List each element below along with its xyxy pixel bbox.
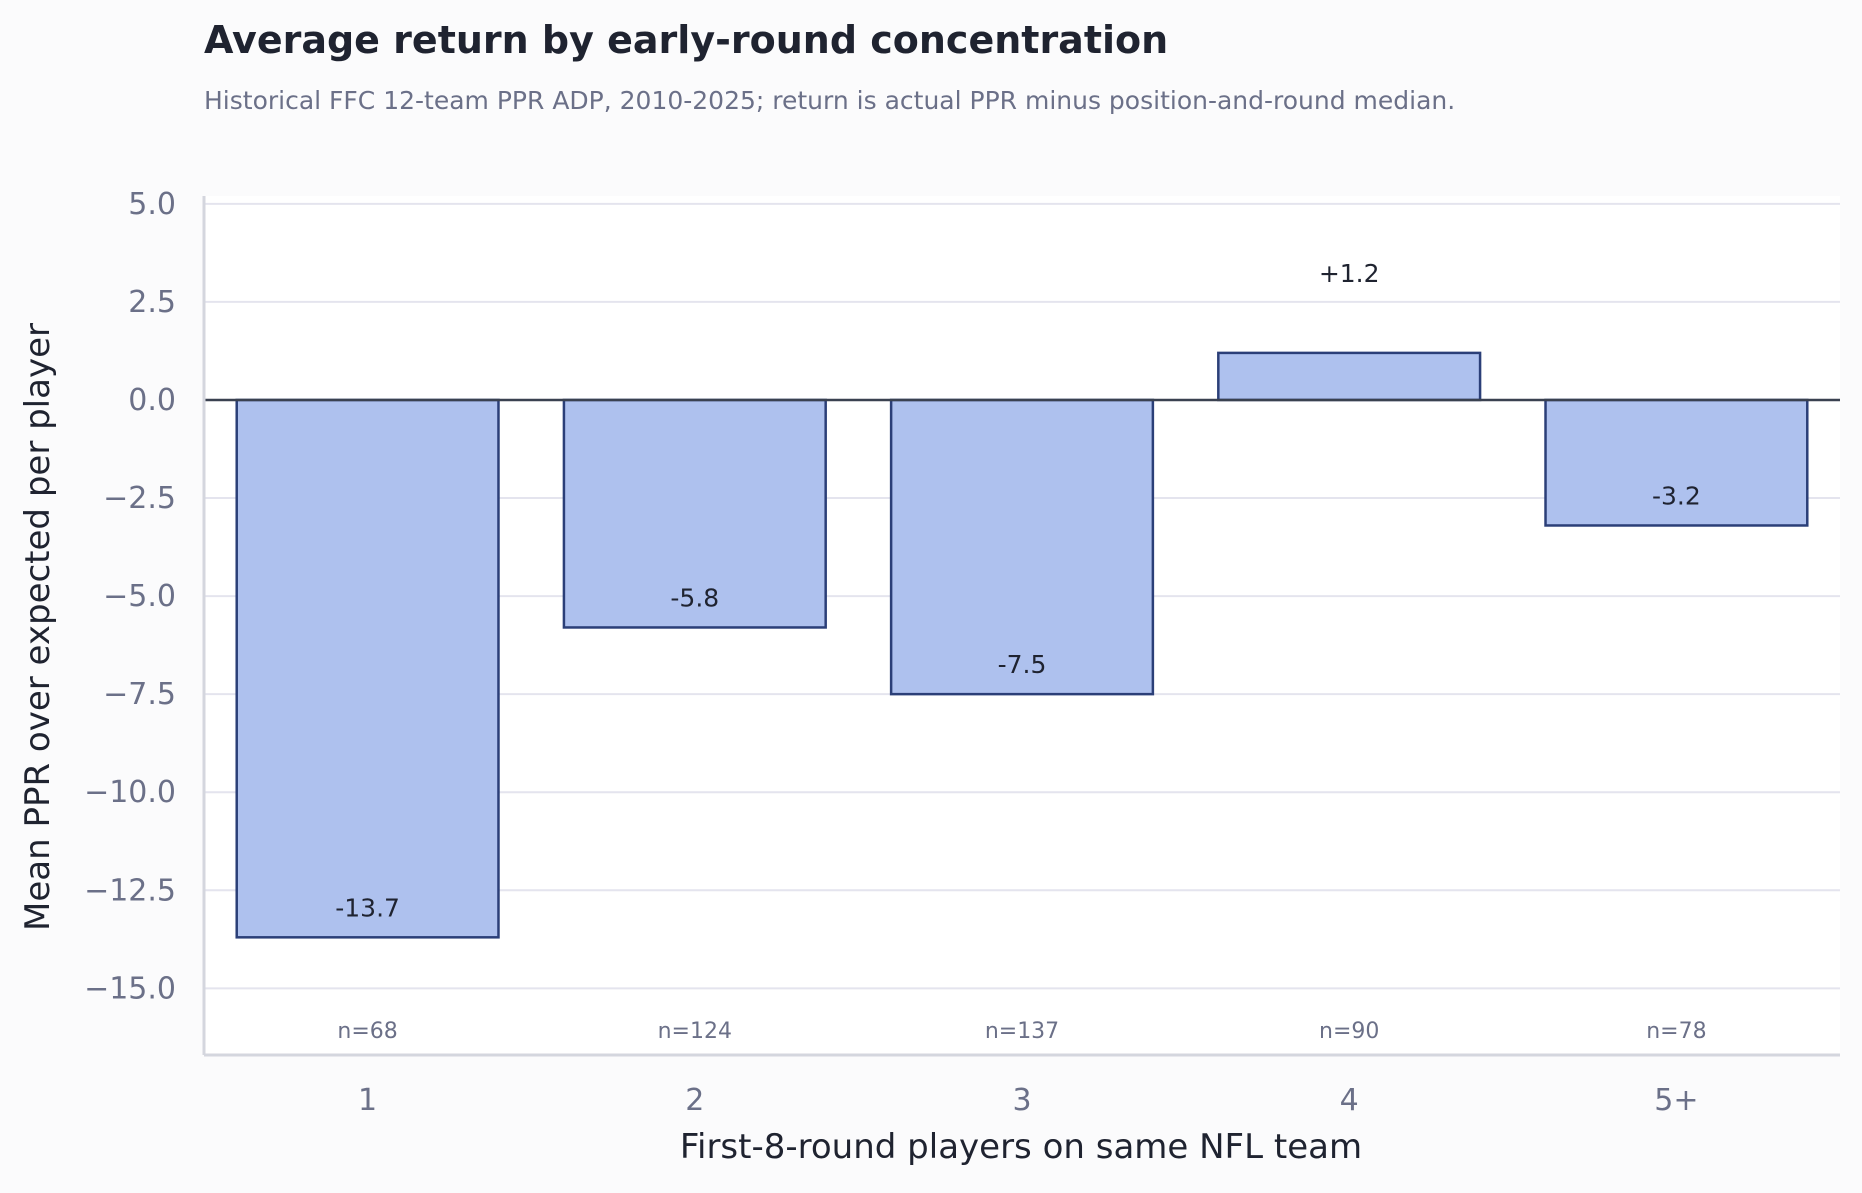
- y-tick-label: 0.0: [128, 383, 176, 418]
- y-axis-label: Mean PPR over expected per player: [18, 323, 58, 931]
- x-tick-label: 1: [358, 1083, 377, 1118]
- bar: [562, 398, 827, 629]
- value-labels: -13.7 -5.8 -7.5 +1.2 -3.2: [335, 259, 1701, 922]
- sample-size-labels: n=68 n=124 n=137 n=90 n=78: [337, 1019, 1706, 1044]
- y-tick-label: −5.0: [103, 579, 176, 614]
- bars: [235, 351, 1809, 939]
- y-tick-label: −10.0: [84, 775, 176, 810]
- bar: [889, 398, 1155, 696]
- x-tick-label: 3: [1012, 1083, 1031, 1118]
- y-tick-label: 5.0: [128, 187, 176, 222]
- sample-size-label: n=90: [1319, 1019, 1379, 1044]
- chart-title: Average return by early-round concentrat…: [204, 18, 1168, 62]
- y-tick-label: −7.5: [103, 677, 176, 712]
- value-label: +1.2: [1319, 259, 1380, 288]
- chart-subtitle: Historical FFC 12-team PPR ADP, 2010-202…: [204, 86, 1455, 115]
- sample-size-label: n=78: [1646, 1019, 1706, 1044]
- value-label: -7.5: [998, 650, 1047, 679]
- y-tick-label: −15.0: [84, 971, 176, 1006]
- bar: [1544, 398, 1809, 527]
- value-label: -3.2: [1652, 481, 1701, 510]
- y-tick-label: −12.5: [84, 873, 176, 908]
- bar: [235, 398, 500, 939]
- y-tick-labels: 5.0 2.5 0.0 −2.5 −5.0 −7.5 −10.0 −12.5 −15.0: [84, 187, 176, 1006]
- x-axis-label: First-8-round players on same NFL team: [680, 1127, 1362, 1167]
- sample-size-label: n=124: [658, 1019, 732, 1044]
- value-label: -13.7: [335, 893, 400, 922]
- x-tick-label: 4: [1340, 1083, 1359, 1118]
- value-label: -5.8: [670, 583, 719, 612]
- y-tick-label: −2.5: [103, 481, 176, 516]
- bar: [1217, 351, 1482, 402]
- y-tick-label: 2.5: [128, 285, 176, 320]
- sample-size-label: n=68: [337, 1019, 397, 1044]
- x-tick-label: 5+: [1654, 1083, 1698, 1118]
- sample-size-label: n=137: [985, 1019, 1059, 1044]
- x-tick-labels: 1 2 3 4 5+: [358, 1083, 1698, 1118]
- x-tick-label: 2: [685, 1083, 704, 1118]
